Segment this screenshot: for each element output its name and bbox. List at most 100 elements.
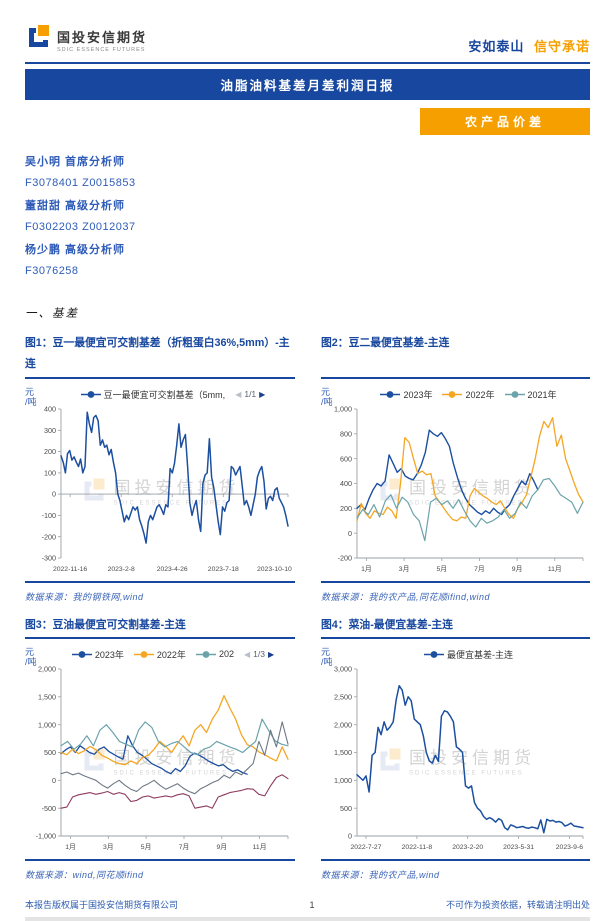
chart-legend: 2023年 2022年 202 ◀ 1/3 ▶ — [51, 647, 295, 661]
svg-text:2022-7-27: 2022-7-27 — [351, 844, 382, 851]
chart-1-cell: 图1：豆一最便宜可交割基差（折粗蛋白36%,5mm）-主连 国投安信期货 SDIC… — [25, 333, 295, 615]
analyst-name: 吴小明 首席分析师 — [25, 156, 126, 168]
pager-index: 1/1 — [244, 389, 257, 399]
legend-pager: ◀ 1/3 ▶ — [244, 649, 274, 659]
svg-text:400: 400 — [44, 405, 56, 414]
plot-svg: 400 300 200 100 0 -100 -200 -300 2022-11-16 2023-… — [42, 405, 292, 573]
svg-text:0: 0 — [348, 832, 352, 841]
svg-text:2023-9-6: 2023-9-6 — [556, 844, 583, 851]
svg-text:9月: 9月 — [217, 843, 228, 851]
chart-plot: 3,000 2,500 2,000 1,500 1,000 500 0 2022-7-27 20… — [321, 662, 590, 857]
pager-next-icon[interactable]: ▶ — [259, 389, 266, 399]
legend-marker-icon — [195, 650, 216, 658]
chart-title: 图2：豆二最便宜基差-主连 — [321, 333, 590, 379]
svg-text:2,000: 2,000 — [38, 665, 56, 674]
svg-text:1月: 1月 — [65, 843, 76, 851]
svg-text:11月: 11月 — [253, 843, 267, 851]
analyst-name: 董甜甜 高级分析师 — [25, 200, 126, 212]
svg-text:-1,000: -1,000 — [36, 832, 56, 841]
legend-label: 最便宜基差-主连 — [447, 649, 513, 660]
legend-item: 2022年 — [442, 388, 495, 401]
chart-figure: 国投安信期货 SDIC ESSENCE FUTURES 2023年 2022年 2… — [25, 639, 295, 861]
axis-unit-label: 元 /吨 — [25, 387, 37, 408]
report-title-bar: 油脂油料基差月差利润日报 — [25, 69, 590, 100]
axis-unit-label: 元 /吨 — [321, 387, 333, 408]
svg-text:0: 0 — [52, 490, 56, 499]
analyst-codes: F0302203 Z0012037 — [25, 221, 136, 233]
legend-label: 2023年 — [94, 649, 124, 660]
svg-text:7月: 7月 — [474, 565, 485, 573]
svg-text:0: 0 — [348, 529, 352, 538]
legend-marker-icon — [380, 390, 401, 398]
company-logo: 国投安信期货 SDIC ESSENCE FUTURES — [25, 24, 147, 55]
svg-text:1月: 1月 — [361, 565, 372, 573]
chart-2-cell: 图2：豆二最便宜基差-主连 国投安信期货 SDIC ESSENCE FUTURES… — [321, 333, 590, 615]
legend-label: 豆一最便宜可交割基差（5mm, — [103, 389, 226, 400]
analyst-name: 杨少鹏 高级分析师 — [25, 244, 126, 256]
logo-icon — [25, 24, 51, 55]
data-source: 数据来源：我的钢铁网,wind — [25, 592, 144, 602]
pager-prev-icon[interactable]: ◀ — [235, 389, 242, 399]
svg-text:2022-11-8: 2022-11-8 — [402, 844, 433, 851]
svg-text:1,000: 1,000 — [38, 720, 56, 729]
data-source: 数据来源：我的农产品,同花顺ifind,wind — [321, 592, 491, 602]
svg-text:-300: -300 — [42, 554, 56, 563]
svg-text:800: 800 — [340, 429, 352, 438]
chart-legend: 豆一最便宜可交割基差（5mm, ◀ 1/1 ▶ — [51, 387, 295, 401]
company-slogan: 安如泰山 信守承诺 — [468, 36, 590, 55]
legend-pager: ◀ 1/1 ▶ — [235, 389, 265, 399]
legend-item: 2023年 — [380, 388, 432, 401]
plot-svg: 2,000 1,500 1,000 500 0 -500 -1,000 1月 3月 5月 7月 9月 1… — [36, 665, 289, 851]
analyst-codes: F3078401 Z0015853 — [25, 177, 136, 189]
chart-figure: 国投安信期货 SDIC ESSENCE FUTURES 2023年 2022年 2… — [321, 379, 590, 583]
svg-text:300: 300 — [44, 426, 56, 435]
legend-label: 2023年 — [403, 389, 433, 400]
svg-text:2023-2-8: 2023-2-8 — [108, 566, 135, 573]
legend-label: 2021年 — [527, 389, 557, 400]
svg-text:2,500: 2,500 — [334, 692, 352, 701]
legend-item: 202 — [195, 649, 234, 659]
svg-text:2022-11-16: 2022-11-16 — [53, 566, 87, 573]
pager-prev-icon[interactable]: ◀ — [243, 649, 251, 659]
legend-label: 202 — [218, 649, 234, 659]
svg-text:-200: -200 — [338, 554, 352, 563]
svg-text:100: 100 — [44, 469, 56, 478]
pager-next-icon[interactable]: ▶ — [267, 649, 275, 659]
chart-plot: 2,000 1,500 1,000 500 0 -500 -1,000 1月 3月 5月 7月 9月 1… — [25, 662, 295, 857]
legend-item: 豆一最便宜可交割基差（5mm, — [80, 388, 226, 401]
svg-text:1,500: 1,500 — [334, 748, 352, 757]
charts-grid: 图1：豆一最便宜可交割基差（折粗蛋白36%,5mm）-主连 国投安信期货 SDIC… — [25, 333, 590, 893]
logo-company-name: 国投安信期货 — [57, 29, 148, 45]
pager-index: 1/3 — [253, 649, 265, 659]
svg-text:9月: 9月 — [512, 565, 523, 573]
plot-svg: 1,000 800 600 400 200 0 -200 1月 3月 5月 7月 9月 11月 — [334, 405, 584, 573]
svg-text:5月: 5月 — [437, 565, 448, 573]
plot-svg: 3,000 2,500 2,000 1,500 1,000 500 0 2022-7-27 20… — [334, 665, 584, 851]
chart-legend: 最便宜基差-主连 — [347, 647, 590, 661]
chart-legend: 2023年 2022年 2021年 — [347, 387, 590, 401]
svg-text:200: 200 — [340, 504, 352, 513]
svg-text:3月: 3月 — [103, 843, 114, 851]
svg-text:5月: 5月 — [141, 843, 152, 851]
legend-marker-icon — [424, 650, 444, 658]
page-header: 国投安信期货 SDIC ESSENCE FUTURES 安如泰山 信守承诺 — [25, 0, 590, 64]
analyst-codes: F3076258 — [25, 265, 79, 277]
legend-marker-icon — [504, 390, 525, 398]
legend-item: 最便宜基差-主连 — [424, 648, 513, 661]
legend-marker-icon — [442, 390, 463, 398]
badge-row: 农产品价差 — [25, 108, 590, 135]
svg-text:-100: -100 — [42, 511, 56, 520]
section-heading: 一、基差 — [25, 308, 79, 320]
svg-text:1,000: 1,000 — [334, 776, 352, 785]
chart-figure: 国投安信期货 SDIC ESSENCE FUTURES 最便宜基差-主连 元 /吨… — [321, 639, 590, 861]
axis-unit-label: 元 /吨 — [321, 647, 333, 668]
chart-title: 图3：豆油最便宜可交割基差-主连 — [25, 615, 295, 639]
footer-copyright: 本报告版权属于国投安信期货有限公司 — [25, 900, 179, 910]
svg-text:2023-10-10: 2023-10-10 — [257, 566, 292, 573]
svg-text:200: 200 — [44, 447, 56, 456]
svg-text:2,000: 2,000 — [334, 720, 352, 729]
svg-text:-500: -500 — [42, 804, 56, 813]
legend-item: 2021年 — [504, 388, 557, 401]
page-footer: 本报告版权属于国投安信期货有限公司 1 不可作为投资依据，转载请注明出处 — [25, 893, 590, 921]
legend-item: 2023年 — [71, 648, 124, 661]
